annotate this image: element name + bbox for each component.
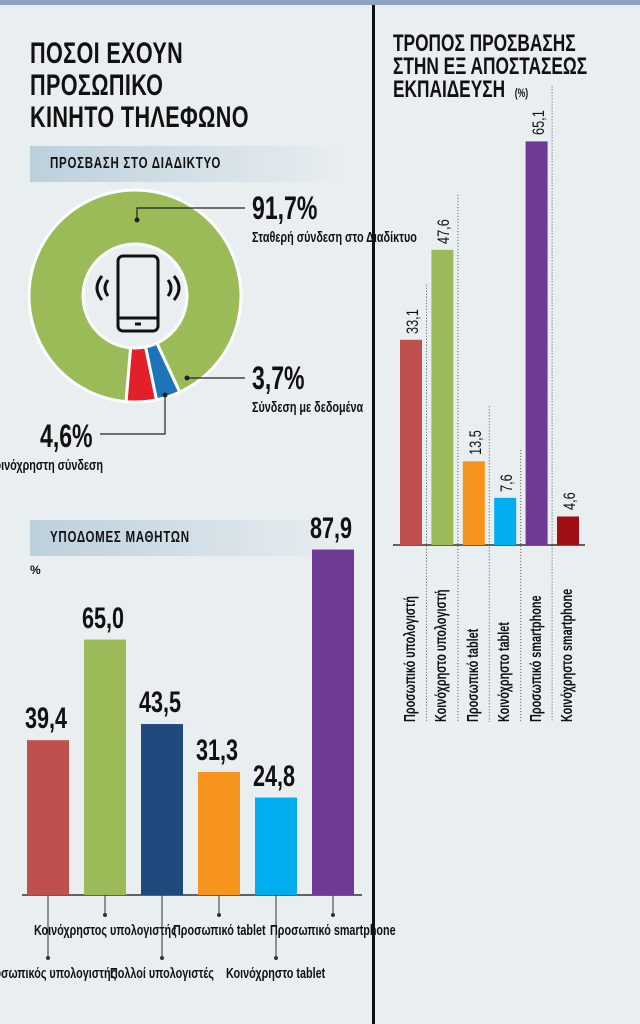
bar [255,797,297,895]
leader-line [100,395,166,435]
bar-category-label: Προσωπικό smartphone [527,595,545,722]
bar [141,724,183,895]
bar-value-label: 47,6 [434,219,454,244]
bar-category-label: Κοινόχρηστο tablet [226,965,326,982]
bar-category-label: Προσωπικό smartphone [270,922,396,939]
label-dot [331,913,335,917]
label-dot [274,956,278,960]
label-dot [160,956,164,960]
bar-value-label: 43,5 [139,686,182,720]
left-title-line: ΚΙΝΗΤΟ ΤΗΛΕΦΩΝΟ [30,101,249,134]
bar [462,461,485,545]
leader-dot [162,392,168,398]
leader-dot [184,375,190,381]
donut-slice [27,188,243,404]
bar-category-label: Προσωπικός υπολογιστής [0,965,116,982]
bar-value-label: 4,6 [560,492,579,511]
right-unit: (%) [514,86,529,100]
bar [400,339,422,545]
bar [494,497,517,545]
slice-label: Σταθερή σύνδεση στο Διαδίκτυο [252,229,417,246]
bar-value-label: 13,5 [465,430,485,456]
bar-value-label: 87,9 [310,511,353,545]
bar [525,141,548,545]
bar-value-label: 65,0 [82,601,125,635]
top-bar [0,0,640,5]
bar-value-label: 24,8 [253,759,296,793]
bar-value-label: 31,3 [196,733,239,767]
left-title-line: ΠΡΟΣΩΠΙΚΟ [30,69,164,102]
right-title: ΤΡΟΠΟΣ ΠΡΟΣΒΑΣΗΣ ΣΤΗΝ ΕΞ ΑΠΟΣΤΑΣΕΩΣ ΕΚΠΑ… [393,32,588,105]
right-title-line: ΣΤΗΝ ΕΞ ΑΠΟΣΤΑΣΕΩΣ [393,53,588,80]
label-dot [46,956,50,960]
bar [431,249,454,545]
left-title-line: ΠΟΣΟΙ ΕΧΟΥΝ [30,37,184,70]
leader-line [136,207,245,220]
label-dot [103,913,107,917]
leader-dot [134,217,140,223]
bar-value-label: 7,6 [497,474,517,492]
label-dot [217,913,221,917]
bar [84,639,126,895]
bar-category-label: Κοινόχρηστο smartphone [559,588,576,722]
bar [27,740,69,895]
bar-category-label: Προσωπικό υπολογιστή [402,596,419,722]
bar [198,771,240,895]
bar-category-label: Πολλοί υπολογιστές [110,965,214,982]
bar-unit: % [30,563,41,577]
left-title: ΠΟΣΟΙ ΕΧΟΥΝ ΠΡΟΣΩΠΙΚΟ ΚΙΝΗΤΟ ΤΗΛΕΦΩΝΟ [30,38,249,134]
bar-value-label: 65,1 [528,110,548,136]
bar-category-label: Προσωπικό tablet [172,922,266,939]
bar-category-label: Κοινόχρηστο υπολογιστή [433,589,451,722]
column-divider [372,5,375,1024]
slice-value: 3,7% [252,360,305,396]
bar-category-label: Κοινόχρηστο tablet [496,622,514,722]
slice-value: 91,7% [252,190,318,226]
slice-label: Σύνδεση με δεδομένα [252,399,364,416]
slice-value: 4,6% [40,418,93,454]
slice-label: Κοινόχρηστη σύνδεση [0,457,104,474]
bar-value-label: 39,4 [25,702,68,736]
bar [557,516,579,545]
donut-title: ΠΡΟΣΒΑΣΗ ΣΤΟ ΔΙΑΔΙΚΤΥΟ [50,155,222,172]
right-title-line: ΕΚΠΑΙΔΕΥΣΗ [393,76,506,103]
smartphone-vibrate-icon [95,254,181,333]
bar-title: ΥΠΟΔΟΜΕΣ ΜΑΘΗΤΩΝ [50,529,190,546]
bar-category-label: Προσωπικό tablet [464,628,482,722]
right-title-line: ΤΡΟΠΟΣ ΠΡΟΣΒΑΣΗΣ [393,30,576,57]
bar-category-label: Κοινόχρηστος υπολογιστής [33,922,177,939]
student-infra-band: ΥΠΟΔΟΜΕΣ ΜΑΘΗΤΩΝ [30,520,350,556]
bar [312,549,354,895]
internet-access-band: ΠΡΟΣΒΑΣΗ ΣΤΟ ΔΙΑΔΙΚΤΥΟ [30,146,350,182]
bar-value-label: 33,1 [403,308,422,334]
